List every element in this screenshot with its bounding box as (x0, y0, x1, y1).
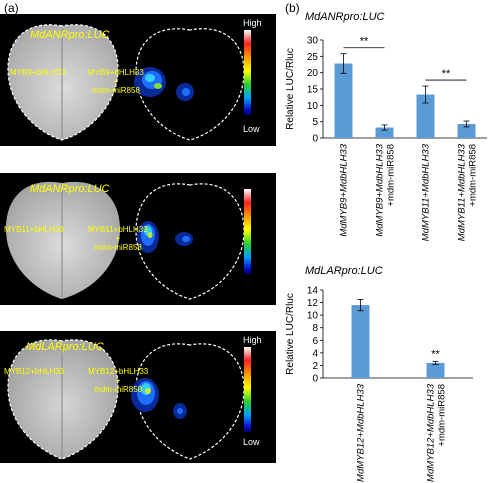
luminescence-signal-3 (131, 378, 187, 419)
luciferase-image-panel-1: MdANRpro:LUC MYB9+bHLH33 MYB9+bHLH33 + m… (0, 14, 276, 146)
luciferase-image-panel-2: MdANRpro:LUC MYB11+bHLH33 MYB11+bHLH33 +… (0, 173, 276, 305)
category-label: MdMYB9+MdbHLH33 (339, 143, 350, 236)
category-label: MdMYB12+MdbHLH33 (356, 383, 367, 482)
x-tick-label: MdMYB12+MdbHLH33 +mdm-miR858 (426, 383, 448, 482)
chart-lar: MdLARpro:LUC Relative LUC/Rluc 0 2 4 6 8 10 12 14… (285, 262, 495, 482)
scale-low-1: Low (243, 124, 260, 134)
treatment-left-1: MYB9+bHLH33 (10, 68, 66, 77)
y-axis-label: Relative LUC/Rluc (285, 48, 296, 130)
promoter-label-2: MdANRpro:LUC (30, 183, 110, 195)
luciferase-image-panel-3: MdLARpro:LUC MYB12+bHLH33 MYB12+bHLH33 +… (0, 331, 276, 463)
colorbar-1 (244, 30, 251, 115)
y-tick-label: 0 (312, 134, 318, 145)
category-label-line1: MdMYB9+MdbHLH33 (375, 143, 386, 236)
x-tick-label: MdMYB11+MdbHLH33 +mdm-miR858 (457, 143, 479, 241)
x-tick-label: MdMYB12+MdbHLH33 (356, 383, 367, 482)
leaf-outline-left-3 (7, 339, 119, 460)
scale-high-1: High (243, 18, 262, 28)
y-tick-label: 30 (307, 36, 319, 47)
y-tick-label: 14 (307, 286, 319, 297)
treatment-right-3: MYB12+bHLH33 + mdm-miR858 (88, 367, 149, 394)
scale-high-3: High (243, 335, 262, 345)
luminescence-signal-1 (134, 67, 194, 101)
chart-title: MdLARpro:LUC (305, 265, 383, 277)
category-label-line1: MdMYB11+MdbHLH33 (457, 143, 468, 241)
treatment-left-2: MYB11+bHLH33 (4, 225, 64, 234)
bar (416, 94, 435, 138)
x-tick-label: MdMYB9+MdbHLH33 (339, 143, 350, 236)
leaf-outline-right-3 (135, 343, 245, 460)
leaf-outline-left-1 (7, 24, 119, 141)
x-tick-label: MdMYB9+MdbHLH33 +mdm-miR858 (375, 143, 397, 236)
treatment-right-2: MYB11+bHLH33 + mdm-miR858 (88, 225, 148, 252)
bar (426, 362, 445, 378)
category-label-line2: +mdm-miR858 (386, 144, 397, 207)
y-axis-label: Relative LUC/Rluc (285, 293, 296, 375)
chart-anr: MdANRpro:LUC Relative LUC/Rluc 0 5 10 15 20 25 3… (285, 10, 495, 247)
bar (457, 123, 476, 138)
y-tick-label: 15 (307, 85, 319, 96)
category-label-line2: +mdm-miR858 (437, 384, 448, 447)
leaf-outline-right-2 (135, 183, 245, 300)
y-tick-label: 4 (312, 348, 318, 359)
y-tick-label: 5 (312, 117, 318, 128)
leaf-graphics-3 (7, 339, 245, 460)
significance-label: ** (442, 68, 451, 80)
colorbar-2 (244, 189, 251, 274)
significance-label: ** (431, 348, 440, 360)
panel-label-b: (b) (285, 1, 300, 15)
leaf-graphics-2 (6, 181, 245, 300)
y-tick-label: 10 (307, 311, 319, 322)
promoter-label-1: MdANRpro:LUC (30, 29, 110, 41)
y-tick-label: 8 (312, 323, 318, 334)
leaf-bright-2 (6, 181, 120, 299)
significance-label: ** (360, 36, 369, 48)
luminescence-signal-2 (137, 221, 193, 253)
treatment-left-3: MYB12+bHLH33 (4, 367, 65, 376)
chart-title: MdANRpro:LUC (305, 11, 385, 23)
y-tick-label: 0 (312, 374, 318, 385)
treatment-right-1: MYB9+bHLH33 + mdm-miR858 (88, 68, 144, 95)
scale-low-3: Low (243, 437, 260, 447)
y-tick-label: 12 (307, 298, 319, 309)
y-tick-label: 25 (307, 52, 319, 63)
leaf-outline-right-1 (135, 28, 245, 141)
category-label-line2: +mdm-miR858 (468, 144, 479, 207)
leaf-bright-1 (8, 24, 118, 140)
category-label: MdMYB11+MdbHLH33 (421, 143, 432, 241)
bar (351, 305, 370, 378)
y-tick-label: 6 (312, 336, 318, 347)
panel-label-a: (a) (4, 1, 19, 15)
promoter-label-3: MdLARpro:LUC (26, 341, 104, 353)
chart-lar-svg: MdLARpro:LUC Relative LUC/Rluc 0 2 46 810 1214… (285, 265, 473, 482)
leaf-graphics-1 (7, 24, 245, 141)
chart-anr-svg: MdANRpro:LUC Relative LUC/Rluc 0 5 10 15 20 25 3… (285, 11, 487, 241)
bar (375, 127, 394, 138)
category-label-line1: MdMYB12+MdbHLH33 (426, 383, 437, 482)
y-tick-label: 10 (307, 101, 319, 112)
y-tick-label: 20 (307, 68, 319, 79)
bar (334, 63, 353, 138)
y-tick-label: 2 (312, 361, 318, 372)
colorbar-3 (244, 347, 251, 432)
x-tick-label: MdMYB11+MdbHLH33 (421, 143, 432, 241)
leaf-bright-3 (8, 339, 118, 459)
